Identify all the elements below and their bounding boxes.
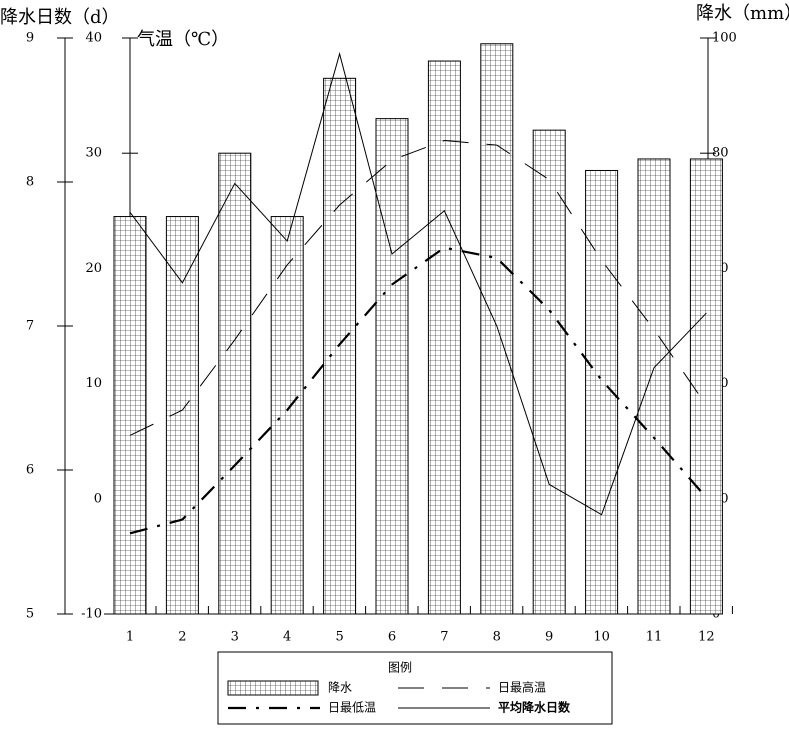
line [129,246,708,535]
x-tick-label: 10 [593,630,610,645]
y2-axis-label: 降水（mm） [696,3,789,24]
legend-label: 日最高温 [498,680,546,695]
legend-title: 图例 [388,661,412,675]
bar [113,216,147,615]
x-tick-label: 7 [440,630,448,645]
y3-tick-label: 6 [26,463,34,478]
x-tick-label: 4 [283,630,291,645]
x-tick-label: 12 [698,630,715,645]
y-tick-label: 40 [85,31,102,46]
y-tick-label: 20 [85,261,102,276]
bar [270,216,304,615]
y-tick-label: 10 [85,376,102,391]
line [129,51,707,516]
x-tick-label: 2 [178,630,186,645]
y-axis-label: 气温（℃） [137,29,229,50]
bar [689,158,723,615]
legend-label: 日最低温 [328,701,376,715]
y3-tick-label: 7 [26,319,34,334]
bar [480,43,514,615]
line [129,140,707,436]
bar [218,152,252,615]
bar [427,60,461,615]
x-tick-label: 6 [388,630,396,645]
bar [637,158,671,615]
x-tick-label: 5 [335,630,343,645]
y3-tick-label: 5 [26,607,34,622]
x-tick-label: 9 [545,630,553,645]
x-tick-label: 8 [493,630,501,645]
x-tick-label: 3 [231,630,239,645]
legend-label: 降水 [328,681,352,695]
bar [532,129,566,615]
y2-tick-label: 100 [712,31,737,46]
y3-tick-label: 8 [26,175,34,190]
y3-tick-label: 9 [26,31,34,46]
bar [375,118,409,615]
y-tick-label: -10 [81,607,102,622]
y-tick-label: 0 [94,491,102,506]
y2-tick-label: 80 [712,146,729,161]
legend-swatch [227,680,319,696]
x-tick-label: 1 [126,630,134,645]
legend-box [217,651,613,725]
y-tick-label: 30 [85,146,102,161]
x-tick-label: 11 [646,630,663,645]
legend-label: 平均降水日数 [498,700,571,715]
y3-axis-label: 降水日数（d） [0,7,120,28]
